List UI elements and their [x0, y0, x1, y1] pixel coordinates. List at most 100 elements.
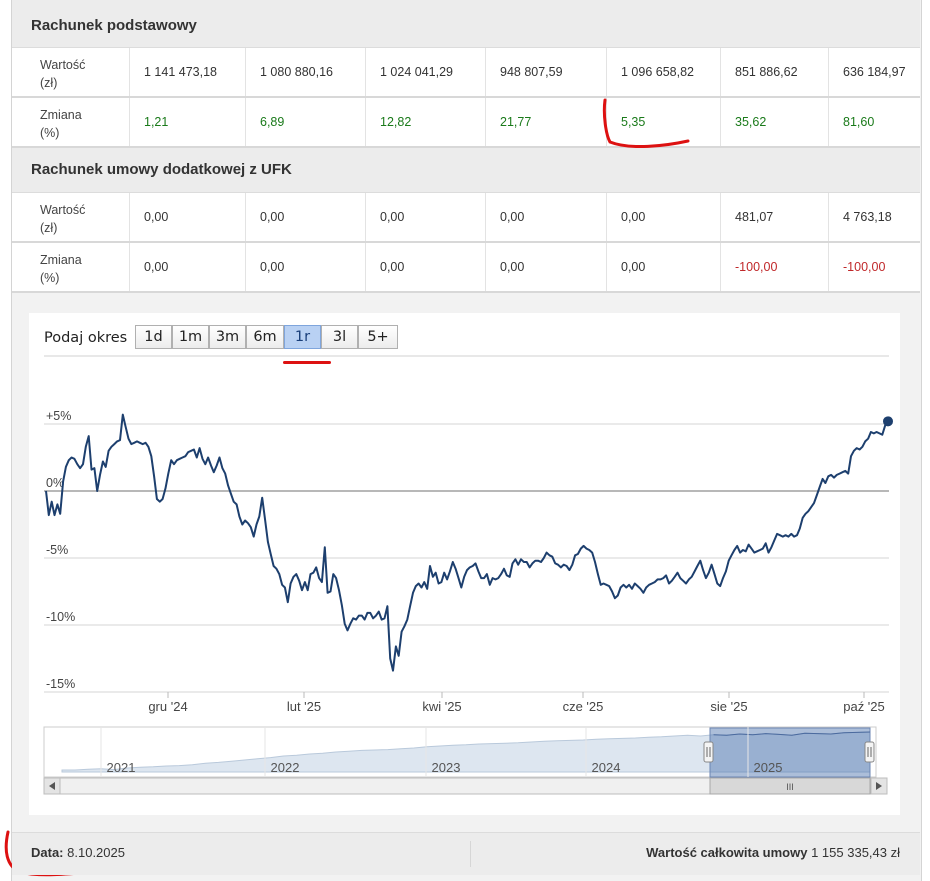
section-basic-account-header: Rachunek podstawowy: [12, 0, 920, 48]
x-tick-label: paź '25: [843, 699, 885, 714]
navigator-right-handle[interactable]: [864, 741, 875, 763]
navigator-year-label: 2024: [592, 760, 621, 775]
table-cell: 1 096 658,82: [606, 48, 720, 96]
cell-value: 948 807,59: [500, 65, 563, 79]
x-tick-label: cze '25: [563, 699, 604, 714]
series-line: [45, 413, 889, 672]
footer-bar: Data: 8.10.2025 Wartość całkowita umowy …: [12, 832, 920, 875]
cell-value: 0,00: [144, 260, 169, 274]
total-label: Wartość całkowita umowy: [646, 845, 808, 860]
basic-value-label: Wartość (zł): [40, 58, 86, 90]
table-cell: 0,00: [129, 193, 245, 241]
x-tick-label: lut '25: [287, 699, 321, 714]
navigator-selected-line: [713, 731, 871, 736]
y-tick-label: +5%: [46, 409, 71, 423]
table-cell: 0,00: [606, 193, 720, 241]
table-cell: -100,00: [720, 243, 828, 291]
table-cell: 0,00: [485, 193, 606, 241]
navigator-year-label: 2025: [754, 760, 783, 775]
section-ufk-title: Rachunek umowy dodatkowej z UFK: [31, 161, 292, 178]
ufk-value-row: Wartość (zł) 0,00 0,00 0,00 0,00 0,00 481,07 4…: [12, 193, 920, 243]
table-cell: -100,00: [828, 243, 920, 291]
table-cell: 1 080 880,16: [245, 48, 365, 96]
table-cell: 6,89: [245, 98, 365, 146]
basic-value-row: Wartość (zł) 1 141 473,18 1 080 880,16 1 0…: [12, 48, 920, 98]
table-cell: 0,00: [606, 243, 720, 291]
series-last-point[interactable]: [883, 416, 893, 427]
ufk-change-label: Zmiana (%): [40, 253, 82, 285]
table-cell: 0,00: [245, 243, 365, 291]
cell-value: 0,00: [260, 210, 285, 224]
basic-change-row: Zmiana (%) 1,21 6,89 12,82 21,77 5,35 35,62 81…: [12, 98, 920, 148]
date-label: Data:: [31, 845, 64, 860]
cell-value: 0,00: [380, 210, 405, 224]
table-cell: 0,00: [485, 243, 606, 291]
period-1m-button[interactable]: 1m: [172, 325, 209, 349]
scrollbar-thumb[interactable]: [709, 777, 871, 795]
cell-value: 481,07: [735, 210, 774, 224]
navigator-year-label: 2021: [107, 760, 136, 775]
cell-value: 6,89: [260, 115, 285, 129]
period-6m-button[interactable]: 6m: [246, 325, 284, 349]
cell-value: -100,00: [735, 260, 778, 274]
table-cell: 636 184,97: [828, 48, 920, 96]
x-tick-label: gru '24: [148, 699, 187, 714]
table-cell: 0,00: [129, 243, 245, 291]
table-cell: 81,60: [828, 98, 920, 146]
footer-date: Data: 8.10.2025: [31, 845, 125, 860]
cell-value: 0,00: [380, 260, 405, 274]
cell-value: 0,00: [500, 260, 525, 274]
table-cell: 1 024 041,29: [365, 48, 485, 96]
cell-value: 81,60: [843, 115, 875, 129]
navigator-selection[interactable]: [709, 727, 871, 778]
table-cell: 948 807,59: [485, 48, 606, 96]
cell-value: 0,00: [260, 260, 285, 274]
cell-value: 1 080 880,16: [260, 65, 333, 79]
total-value: 1 155 335,43 zł: [811, 845, 900, 860]
ufk-change-row: Zmiana (%) 0,00 0,00 0,00 0,00 0,00 -100,00 -1…: [12, 243, 920, 293]
section-basic-account-title: Rachunek podstawowy: [31, 17, 197, 34]
table-cell: 851 886,62: [720, 48, 828, 96]
x-tick-label: kwi '25: [422, 699, 461, 714]
period-1d-button[interactable]: 1d: [135, 325, 172, 349]
y-tick-label: -5%: [46, 543, 68, 557]
y-tick-label: -10%: [46, 610, 75, 624]
cell-value: 0,00: [144, 210, 169, 224]
handwritten-mark-period: [283, 361, 331, 364]
period-3m-button[interactable]: 3m: [209, 325, 246, 349]
table-cell: 12,82: [365, 98, 485, 146]
period-1r-button[interactable]: 1r: [284, 325, 321, 349]
cell-value: 12,82: [380, 115, 412, 129]
y-tick-label: -15%: [46, 677, 75, 691]
ufk-value-label: Wartość (zł): [40, 203, 86, 235]
table-cell: 481,07: [720, 193, 828, 241]
period-label: Podaj okres: [44, 330, 128, 346]
navigator-left-handle[interactable]: [703, 741, 714, 763]
arrow-right-icon: [876, 782, 882, 790]
table-cell: 21,77: [485, 98, 606, 146]
navigator-year-label: 2022: [271, 760, 300, 775]
grip-icon: III: [786, 782, 794, 792]
cell-value: 636 184,97: [843, 65, 906, 79]
cell-value: 0,00: [500, 210, 525, 224]
footer-total: Wartość całkowita umowy 1 155 335,43 zł: [646, 845, 900, 860]
cell-value: -100,00: [843, 260, 886, 274]
section-ufk-header: Rachunek umowy dodatkowej z UFK: [12, 148, 920, 193]
table-cell: 35,62: [720, 98, 828, 146]
period-5plus-button[interactable]: 5+: [358, 325, 398, 349]
cell-value: 0,00: [621, 210, 646, 224]
table-cell: 4 763,18: [828, 193, 920, 241]
cell-value: 35,62: [735, 115, 767, 129]
date-value: 8.10.2025: [67, 845, 125, 860]
cell-value: 1,21: [144, 115, 169, 129]
cell-value: 1 096 658,82: [621, 65, 694, 79]
table-cell: 1,21: [129, 98, 245, 146]
y-tick-label: 0%: [46, 476, 64, 490]
cell-value: 1 024 041,29: [380, 65, 453, 79]
period-3l-button[interactable]: 3l: [321, 325, 358, 349]
cell-value: 851 886,62: [735, 65, 798, 79]
cell-value: 1 141 473,18: [144, 65, 217, 79]
arrow-left-icon: [49, 782, 55, 790]
table-cell: 1 141 473,18: [129, 48, 245, 96]
